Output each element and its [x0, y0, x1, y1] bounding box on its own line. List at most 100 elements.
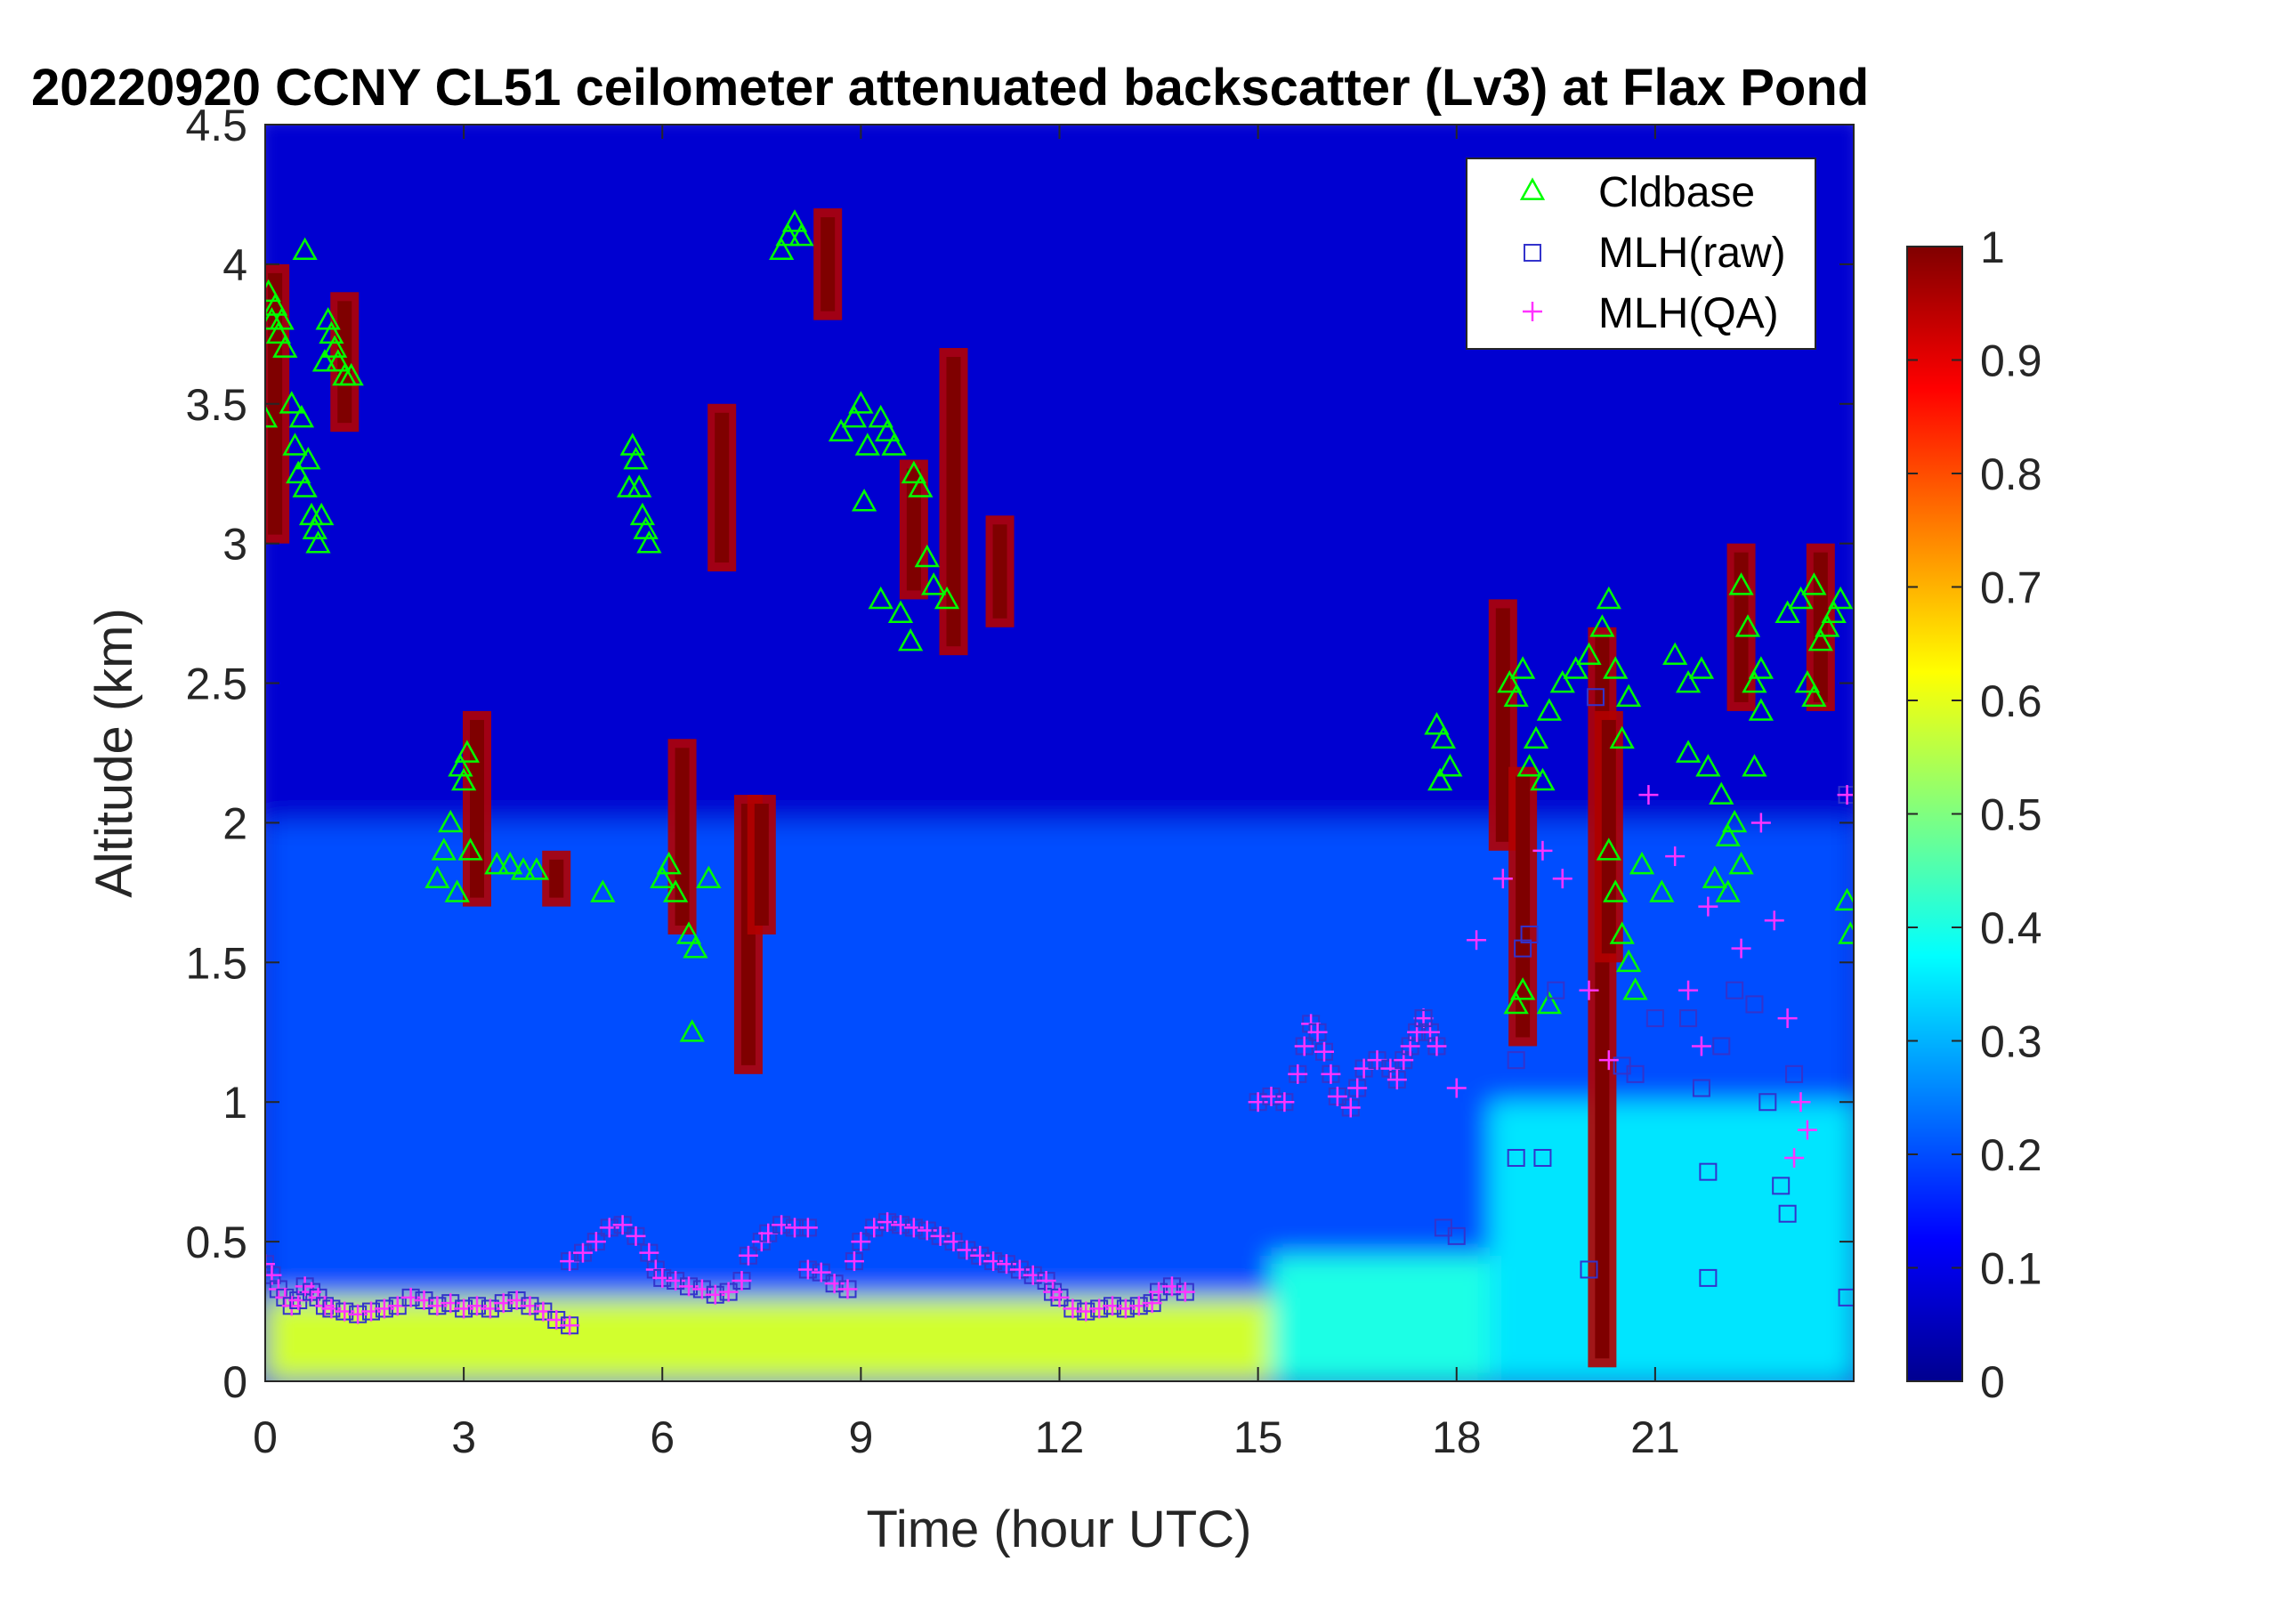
cldbase-point: [1748, 698, 1774, 721]
mlh-raw-point: [1507, 1148, 1525, 1167]
cldbase-point: [444, 879, 470, 902]
legend-label: MLH(raw): [1598, 230, 1786, 277]
x-tick-label: 21: [1630, 1412, 1680, 1462]
legend: Cldbase MLH(raw) MLH(QA): [1466, 158, 1816, 350]
cldbase-point: [1742, 754, 1767, 777]
series-mlh-qa-: [1446, 785, 1854, 1168]
mlh-qa-point: [797, 1259, 818, 1280]
cldbase-point: [438, 809, 464, 833]
mlh-qa-point: [1467, 930, 1487, 951]
mlh-raw-point: [1547, 981, 1565, 999]
cldbase-point: [1695, 754, 1721, 777]
mlh-qa-point: [891, 1215, 910, 1235]
cldbase-point: [1609, 725, 1635, 749]
x-tick-label: 18: [1432, 1412, 1482, 1462]
cldbase-point: [1649, 879, 1675, 902]
mlh-qa-point: [666, 1271, 686, 1291]
mlh-qa-point: [1791, 1092, 1811, 1112]
cldbase-point: [851, 489, 877, 512]
mlh-qa-point: [467, 1296, 487, 1316]
x-tick-label: 3: [451, 1412, 476, 1462]
colorbar-tick-label: 0.5: [1980, 790, 2042, 840]
mlh-qa-point: [1103, 1296, 1122, 1316]
cldbase-point: [1616, 684, 1642, 708]
cldbase-point: [325, 349, 351, 372]
mlh-qa-point: [691, 1279, 712, 1299]
cldbase-point: [457, 837, 483, 861]
x-axis: 0 3 6 9 12 15 18 21: [253, 125, 1680, 1462]
mlh-qa-point: [1386, 1070, 1407, 1090]
mlh-raw-point: [1679, 1009, 1698, 1028]
mlh-raw-point: [1745, 995, 1764, 1014]
legend-label: MLH(QA): [1598, 290, 1779, 337]
cldbase-point: [1838, 921, 1854, 944]
mlh-raw-point: [1712, 1037, 1731, 1056]
y-tick-label: 4: [222, 240, 247, 290]
mlh-qa-point: [679, 1276, 699, 1297]
cldbase-point: [775, 222, 801, 247]
cldbase-point: [636, 530, 662, 554]
cldbase-point: [269, 307, 295, 330]
mlh-qa-point: [917, 1220, 937, 1241]
mlh-qa-point: [864, 1218, 885, 1238]
mlh-qa-point: [1274, 1092, 1295, 1112]
mlh-qa-point: [441, 1293, 461, 1314]
cldbase-point: [1503, 684, 1529, 708]
cldbase-point: [868, 586, 893, 610]
cldbase-point: [1794, 669, 1821, 693]
cloud-core: [707, 403, 737, 572]
colorbar-tick-label: 0.1: [1980, 1244, 2042, 1294]
mlh-qa-point: [738, 1245, 758, 1266]
cldbase-point: [1549, 669, 1575, 693]
cldbase-point: [868, 404, 893, 428]
cloud-core: [1508, 766, 1538, 1047]
mlh-qa-point: [639, 1242, 659, 1263]
cldbase-point: [309, 502, 335, 526]
cldbase-point: [675, 921, 702, 944]
mlh-qa-point: [1128, 1296, 1149, 1316]
colorbar-tick-label: 0.3: [1980, 1017, 2042, 1067]
legend-square-marker: [1524, 244, 1541, 262]
markers: [265, 209, 1854, 1336]
mlh-raw-point: [1772, 1177, 1791, 1195]
cldbase-point: [1424, 712, 1450, 735]
mlh-qa-point: [718, 1282, 739, 1302]
mlh-qa-point: [361, 1301, 381, 1322]
mlh-qa-point: [997, 1254, 1016, 1274]
mlh-qa-point: [1288, 1064, 1308, 1084]
x-tick-label: 6: [650, 1412, 675, 1462]
cldbase-point: [1603, 879, 1629, 902]
mlh-qa-point: [837, 1279, 858, 1299]
mlh-qa-point: [732, 1271, 752, 1291]
mlh-qa-point: [1691, 1036, 1711, 1056]
mlh-raw-point: [1533, 1148, 1552, 1167]
mlh-qa-point: [1307, 1022, 1328, 1042]
cldbase-point: [497, 851, 523, 875]
mlh-trace: [265, 1008, 1447, 1336]
cldbase-point: [1834, 887, 1854, 911]
cldbase-point: [265, 320, 291, 344]
mlh-qa-point: [1149, 1282, 1169, 1302]
cldbase-point: [1801, 572, 1827, 595]
cldbase-point: [683, 935, 708, 959]
cldbase-point: [1523, 725, 1549, 749]
cloud-core: [939, 348, 968, 656]
mlh-qa-point: [626, 1226, 646, 1246]
mlh-qa-point: [811, 1262, 831, 1282]
mlh-qa-point: [1579, 980, 1599, 1000]
mlh-qa-point: [335, 1301, 355, 1322]
cldbase-point: [1510, 977, 1536, 1000]
cldbase-point: [1828, 586, 1854, 610]
cldbase-point: [1675, 740, 1702, 763]
cldbase-point: [265, 279, 281, 303]
field-block: [1271, 1255, 1490, 1381]
mlh-qa-point: [1347, 1078, 1368, 1098]
mlh-qa-point: [506, 1290, 527, 1311]
mlh-qa-point: [586, 1232, 606, 1252]
mlh-qa-point: [844, 1251, 864, 1272]
y-tick-label: 2: [222, 798, 247, 848]
colorbar-tick-label: 0.2: [1980, 1130, 2042, 1180]
mlh-qa-point: [400, 1287, 421, 1307]
colorbar: 0 0.1 0.2 0.3 0.4 0.5 0.6 0.7 0.8 0.9 1: [1906, 222, 2042, 1407]
